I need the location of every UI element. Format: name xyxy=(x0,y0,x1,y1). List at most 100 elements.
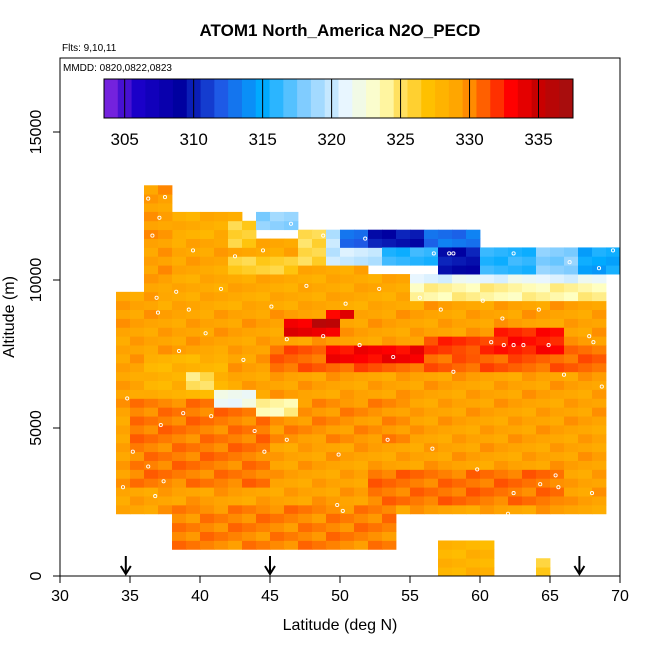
heatmap-cell xyxy=(438,265,453,275)
heatmap-cell xyxy=(298,522,313,532)
flight-marker-arrowhead xyxy=(264,565,276,576)
heatmap-cell xyxy=(592,345,607,355)
heatmap-cell xyxy=(200,496,215,506)
heatmap-cell xyxy=(200,238,215,248)
heatmap-cell xyxy=(354,371,369,382)
heatmap-cell xyxy=(466,407,481,417)
heatmap-cell xyxy=(578,256,593,266)
heatmap-cell xyxy=(172,469,187,479)
heatmap-cell xyxy=(298,442,313,453)
heatmap-cell xyxy=(116,327,131,337)
sample-point xyxy=(125,396,130,401)
heatmap-cell xyxy=(270,389,285,399)
heatmap-cell xyxy=(312,318,327,328)
heatmap-cell xyxy=(564,371,579,382)
heatmap-cell xyxy=(396,247,411,257)
colorbar-segment xyxy=(145,79,160,118)
heatmap-cell xyxy=(144,416,159,426)
heatmap-cell xyxy=(242,478,257,488)
heatmap-cell xyxy=(522,460,537,470)
heatmap-cell xyxy=(480,389,495,399)
heatmap-cell xyxy=(312,398,327,408)
heatmap-cell xyxy=(508,327,523,337)
heatmap-cell xyxy=(326,478,341,488)
heatmap-cell xyxy=(452,274,467,284)
heatmap-cell xyxy=(242,300,257,310)
heatmap-cell xyxy=(270,354,285,364)
heatmap-cell xyxy=(452,460,467,470)
heatmap-cell xyxy=(228,371,243,382)
heatmap-cell xyxy=(298,291,313,302)
heatmap-cell xyxy=(284,354,299,364)
heatmap-cell xyxy=(382,345,397,355)
heatmap-cell xyxy=(522,389,537,399)
heatmap-cell xyxy=(228,309,243,319)
heatmap-cell xyxy=(522,362,537,373)
heatmap-cell xyxy=(424,309,439,319)
heatmap-cell xyxy=(396,504,411,515)
heatmap-cell xyxy=(158,336,173,346)
heatmap-cell xyxy=(340,416,355,426)
heatmap-cell xyxy=(242,229,257,239)
heatmap-cell xyxy=(256,318,271,328)
heatmap-cell xyxy=(382,336,397,346)
heatmap-cell xyxy=(410,433,425,444)
heatmap-cell xyxy=(200,389,215,399)
heatmap-cell xyxy=(452,504,467,515)
heatmap-cell xyxy=(326,522,341,532)
heatmap-cell xyxy=(158,478,173,488)
heatmap-cell xyxy=(340,318,355,328)
colorbar-segment xyxy=(448,79,464,118)
heatmap-cell xyxy=(158,362,173,373)
heatmap-cell xyxy=(326,354,341,364)
heatmap-cell xyxy=(214,504,229,515)
heatmap-cell xyxy=(522,256,537,266)
heatmap-cell xyxy=(592,442,607,453)
heatmap-cell xyxy=(270,211,285,222)
heatmap-cell xyxy=(228,513,243,524)
heatmap-cell xyxy=(312,504,327,515)
heatmap-cell xyxy=(130,389,145,399)
heatmap-cell xyxy=(326,531,341,541)
heatmap-cell xyxy=(592,478,607,488)
heatmap-cell xyxy=(578,336,593,346)
heatmap-cell xyxy=(410,380,425,390)
heatmap-cell xyxy=(438,309,453,319)
heatmap-cell xyxy=(494,451,509,461)
heatmap-cell xyxy=(578,416,593,426)
heatmap-cell xyxy=(480,398,495,408)
heatmap-cell xyxy=(298,345,313,355)
heatmap-cell xyxy=(578,496,593,506)
heatmap-cell xyxy=(340,407,355,417)
heatmap-cell xyxy=(522,274,537,284)
heatmap-cell xyxy=(508,354,523,364)
sample-point xyxy=(158,422,163,428)
heatmap-cell xyxy=(508,274,523,284)
heatmap-cell xyxy=(228,336,243,346)
heatmap-cell xyxy=(452,265,467,275)
heatmap-cell xyxy=(452,433,467,444)
heatmap-cell xyxy=(508,389,523,399)
heatmap-cell xyxy=(284,531,299,541)
heatmap-cell xyxy=(424,398,439,408)
heatmap-cell xyxy=(270,291,285,302)
sample-point xyxy=(157,215,162,220)
heatmap-cell xyxy=(312,345,327,355)
heatmap-cell xyxy=(186,354,201,364)
heatmap-cell xyxy=(592,460,607,470)
heatmap-cell xyxy=(326,469,341,479)
heatmap-cell xyxy=(438,567,453,577)
heatmap-cell xyxy=(466,229,481,239)
colorbar-segment xyxy=(131,79,146,118)
heatmap-cell xyxy=(592,291,607,302)
heatmap-cell xyxy=(494,345,509,355)
heatmap-cell xyxy=(410,327,425,337)
heatmap-cell xyxy=(130,460,145,470)
heatmap-cell xyxy=(508,416,523,426)
sample-point xyxy=(461,517,466,522)
heatmap-cell xyxy=(214,371,229,382)
heatmap-cell xyxy=(508,300,523,310)
heatmap-cell xyxy=(270,265,285,275)
heatmap-cell xyxy=(592,433,607,444)
heatmap-cell xyxy=(256,433,271,444)
